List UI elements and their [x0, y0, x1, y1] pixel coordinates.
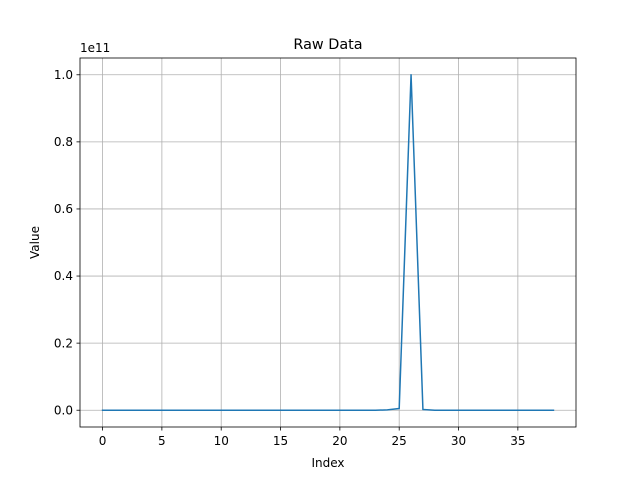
x-tick-label: 15 — [273, 434, 288, 448]
x-tick-label: 30 — [451, 434, 466, 448]
y-tick-label: 0.8 — [54, 135, 73, 149]
x-tick-label: 0 — [99, 434, 107, 448]
y-tick-label: 0.0 — [54, 403, 73, 417]
x-tick-label: 35 — [510, 434, 525, 448]
x-ticks: 0 5 10 15 20 25 30 35 — [99, 427, 525, 448]
y-tick-label: 0.4 — [54, 269, 73, 283]
axes-frame — [79, 57, 577, 428]
x-grid — [102, 58, 519, 427]
x-tick-label: 20 — [332, 434, 347, 448]
x-axis-label: Index — [311, 456, 344, 470]
series-layer — [101, 74, 555, 411]
x-tick-label: 10 — [214, 434, 229, 448]
y-axis-label: Value — [28, 226, 42, 259]
y-tick-label: 0.2 — [54, 336, 73, 350]
chart-title: Raw Data — [293, 37, 362, 53]
y-tick-label: 1.0 — [54, 68, 73, 82]
y-offset-label: 1e11 — [80, 41, 110, 55]
x-tick-label: 25 — [392, 434, 407, 448]
y-ticks: 0.0 0.2 0.4 0.6 0.8 1.0 — [54, 68, 80, 417]
y-tick-label: 0.6 — [54, 202, 73, 216]
x-tick-label: 5 — [158, 434, 166, 448]
plot-area — [80, 58, 576, 427]
series-line — [101, 74, 555, 411]
